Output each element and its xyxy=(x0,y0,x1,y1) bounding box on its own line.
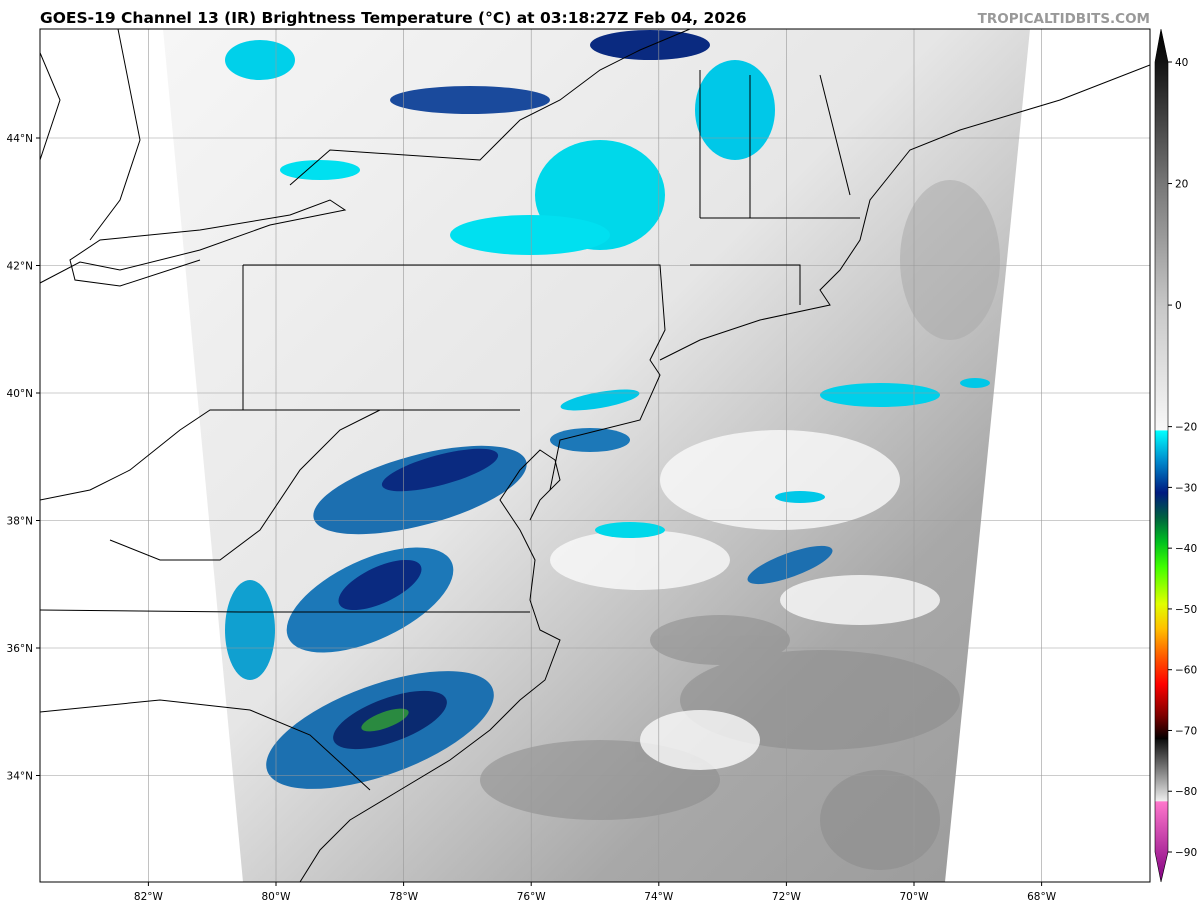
lon-label: 76°W xyxy=(517,891,547,903)
axis-labels: 82°W 80°W 78°W 76°W 74°W 72°W 70°W 68°W 44°N 42°N… xyxy=(7,133,1057,903)
lon-label: 70°W xyxy=(900,891,930,903)
lon-label: 82°W xyxy=(134,891,164,903)
lat-label: 42°N xyxy=(7,261,33,273)
lat-label: 44°N xyxy=(7,133,33,145)
lon-label: 80°W xyxy=(262,891,292,903)
lon-label: 74°W xyxy=(644,891,674,903)
cloud-field-white xyxy=(550,430,940,770)
lat-label: 40°N xyxy=(7,388,33,400)
lat-label: 38°N xyxy=(7,516,33,528)
lat-label: 36°N xyxy=(7,643,33,655)
colorbar-label: −90 xyxy=(1175,847,1197,859)
lon-label: 68°W xyxy=(1027,891,1057,903)
colorbar-label: −70 xyxy=(1175,725,1197,737)
colorbar-label: 0 xyxy=(1175,300,1182,312)
brand-watermark: TROPICALTIDBITS.COM xyxy=(977,11,1150,27)
colorbar-label: −40 xyxy=(1175,543,1197,555)
colorbar-label: −30 xyxy=(1175,482,1197,494)
map-frame xyxy=(39,28,1151,883)
colorbar-label: −20 xyxy=(1175,422,1197,434)
coastlines-and-borders xyxy=(40,29,1150,882)
lat-label: 34°N xyxy=(7,771,33,783)
lon-label: 78°W xyxy=(389,891,419,903)
colorbar-label: −50 xyxy=(1175,604,1197,616)
cloud-field-gray xyxy=(480,180,1000,870)
colorbar-bar xyxy=(1154,28,1169,883)
lon-label: 72°W xyxy=(772,891,802,903)
colorbar-label: 20 xyxy=(1175,179,1188,191)
colorbar-label: 40 xyxy=(1175,57,1188,69)
map-panel xyxy=(40,29,1150,882)
colorbar: 40 20 0 −20 −30 −40 −50 −60 −70 −80 −90 xyxy=(1154,28,1197,883)
map-title: GOES-19 Channel 13 (IR) Brightness Tempe… xyxy=(40,9,747,27)
colorbar-label: −60 xyxy=(1175,665,1197,677)
cold-cloud-tops xyxy=(225,30,990,789)
colorbar-label: −80 xyxy=(1175,786,1197,798)
